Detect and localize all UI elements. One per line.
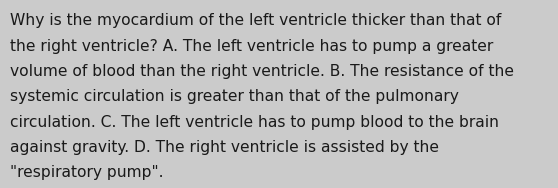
Text: Why is the myocardium of the left ventricle thicker than that of: Why is the myocardium of the left ventri… [10,13,502,28]
Text: against gravity. D. The right ventricle is assisted by the: against gravity. D. The right ventricle … [10,140,439,155]
Text: the right ventricle? A. The left ventricle has to pump a greater: the right ventricle? A. The left ventric… [10,39,493,54]
Text: "respiratory pump".: "respiratory pump". [10,165,163,180]
Text: circulation. C. The left ventricle has to pump blood to the brain: circulation. C. The left ventricle has t… [10,115,499,130]
Text: volume of blood than the right ventricle. B. The resistance of the: volume of blood than the right ventricle… [10,64,514,79]
Text: systemic circulation is greater than that of the pulmonary: systemic circulation is greater than tha… [10,89,459,104]
